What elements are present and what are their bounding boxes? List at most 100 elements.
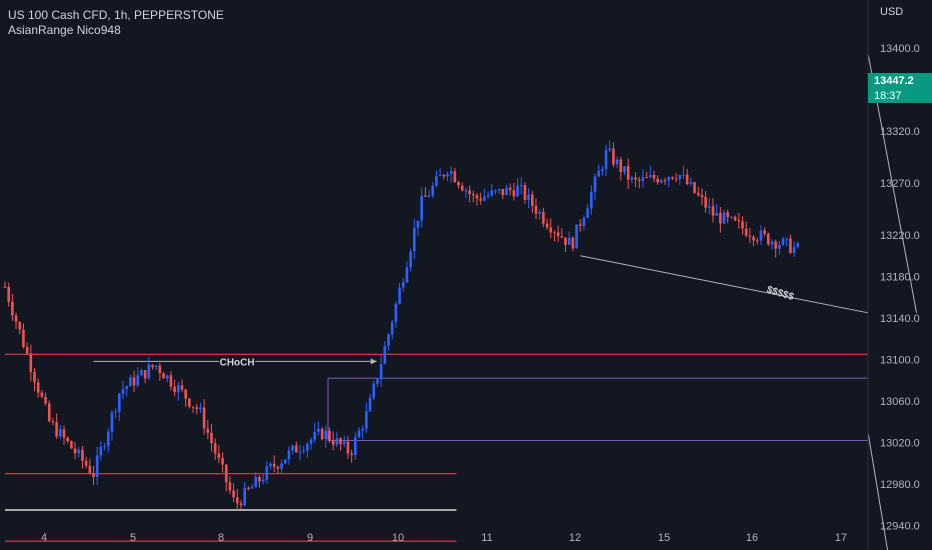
currency-label[interactable]: USD — [880, 6, 904, 18]
candle-body — [195, 407, 199, 410]
candle-body — [298, 451, 302, 453]
candle-body — [435, 176, 438, 186]
trendline — [580, 255, 869, 314]
candle-body — [752, 236, 755, 241]
candle-body — [715, 212, 718, 216]
candle-body — [368, 397, 372, 412]
candle-body — [243, 487, 246, 506]
candle-body — [66, 437, 69, 442]
candle-body — [442, 174, 446, 177]
candle-body — [342, 441, 346, 445]
candle-body — [103, 446, 106, 448]
candle-body — [162, 373, 165, 379]
candle-body — [431, 185, 435, 196]
trendline — [867, 432, 889, 550]
candle-body — [36, 382, 40, 393]
price-tick-label: 12980.0 — [880, 479, 920, 491]
candle-body — [608, 148, 612, 151]
candle-body — [649, 174, 652, 178]
price-tick-label: 13180.0 — [880, 271, 920, 283]
candle-body — [84, 460, 88, 466]
candle-body — [70, 441, 73, 449]
candle-body — [497, 189, 501, 191]
candle-body — [331, 440, 335, 445]
candle-body — [449, 171, 453, 174]
candle-body — [512, 190, 516, 197]
candle-body — [295, 445, 298, 453]
choch-arrowhead — [370, 358, 377, 365]
candles-layer — [3, 140, 800, 511]
candle-body — [383, 346, 387, 364]
candle-body — [641, 177, 645, 181]
time-tick-label: 17 — [835, 532, 847, 544]
choch-label-bg — [219, 355, 256, 368]
last-price-tag: 13447.2 — [868, 73, 932, 89]
candle-body — [283, 459, 287, 464]
candle-body — [674, 178, 678, 180]
candle-body — [99, 447, 103, 456]
symbol-title[interactable]: US 100 Cash CFD, 1h, PEPPERSTONE — [8, 8, 224, 22]
candle-body — [81, 449, 84, 461]
candle-body — [575, 224, 578, 249]
price-tick-label: 13100.0 — [880, 355, 920, 367]
candle-body — [258, 476, 261, 482]
candle-body — [206, 428, 210, 433]
candle-body — [486, 195, 490, 197]
time-tick-label: 4 — [41, 532, 47, 544]
candle-body — [320, 428, 324, 440]
candle-body — [405, 267, 409, 283]
time-tick-label: 10 — [392, 532, 404, 544]
candle-body — [409, 251, 412, 268]
candle-body — [453, 171, 457, 183]
candle-body — [40, 392, 44, 397]
candle-body — [44, 396, 47, 404]
candle-body — [22, 329, 25, 347]
candle-body — [221, 457, 224, 465]
candle-body — [711, 206, 715, 216]
candle-body — [604, 150, 608, 169]
candle-body — [527, 194, 530, 200]
candle-body — [387, 334, 390, 347]
candle-body — [14, 315, 18, 322]
candle-body — [350, 453, 353, 455]
candle-body — [280, 463, 283, 469]
candle-body — [582, 217, 586, 226]
candle-body — [494, 190, 497, 192]
candle-body — [180, 385, 184, 390]
candle-body — [781, 238, 785, 245]
candle-body — [173, 386, 176, 393]
candle-body — [534, 205, 538, 214]
candle-body — [479, 198, 482, 201]
candle-body — [748, 235, 752, 237]
candle-body — [224, 464, 228, 483]
candle-body — [556, 232, 560, 237]
time-axis[interactable]: 4 5 8 9 10 11 12 15 16 17 — [41, 532, 847, 544]
candle-body — [247, 487, 250, 489]
candle-body — [704, 197, 707, 208]
candle-body — [114, 411, 117, 413]
candle-body — [755, 240, 759, 242]
candle-body — [62, 429, 66, 438]
candle-body — [567, 237, 571, 245]
candle-body — [265, 466, 269, 480]
candle-body — [637, 179, 641, 181]
candle-body — [696, 192, 700, 195]
candle-body — [630, 177, 634, 180]
candle-body — [272, 463, 276, 467]
candle-body — [475, 195, 479, 199]
candle-body — [398, 287, 401, 304]
candle-body — [317, 428, 320, 432]
candle-body — [191, 406, 195, 408]
candle-body — [483, 196, 486, 201]
candle-body — [228, 482, 232, 491]
indicator-name[interactable]: AsianRange Nico948 — [8, 23, 121, 37]
price-tick-label: 13220.0 — [880, 230, 920, 242]
price-tick-label: 13320.0 — [880, 126, 920, 138]
candle-body — [424, 195, 427, 197]
candle-body — [77, 449, 81, 454]
candle-body — [678, 175, 682, 179]
candle-body — [169, 375, 173, 387]
candle-body — [276, 466, 280, 469]
candle-body — [741, 221, 744, 229]
